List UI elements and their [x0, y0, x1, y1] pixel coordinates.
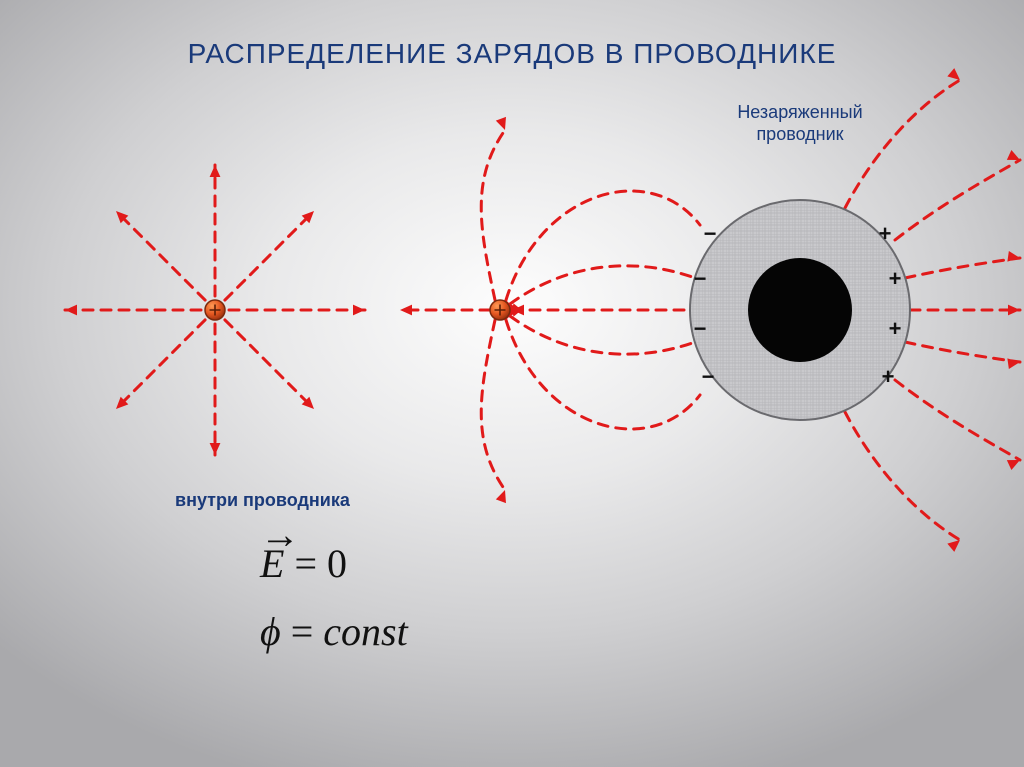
svg-text:+: + — [882, 364, 895, 389]
field-svg: − − − − + + + + — [0, 0, 1024, 767]
svg-text:+: + — [889, 266, 902, 291]
svg-text:+: + — [889, 316, 902, 341]
svg-text:−: − — [694, 316, 707, 341]
svg-text:−: − — [702, 364, 715, 389]
diagram-stage: РАСПРЕДЕЛЕНИЕ ЗАРЯДОВ В ПРОВОДНИКЕ Незар… — [0, 0, 1024, 767]
svg-text:−: − — [694, 266, 707, 291]
svg-text:−: − — [704, 221, 717, 246]
svg-text:+: + — [879, 221, 892, 246]
